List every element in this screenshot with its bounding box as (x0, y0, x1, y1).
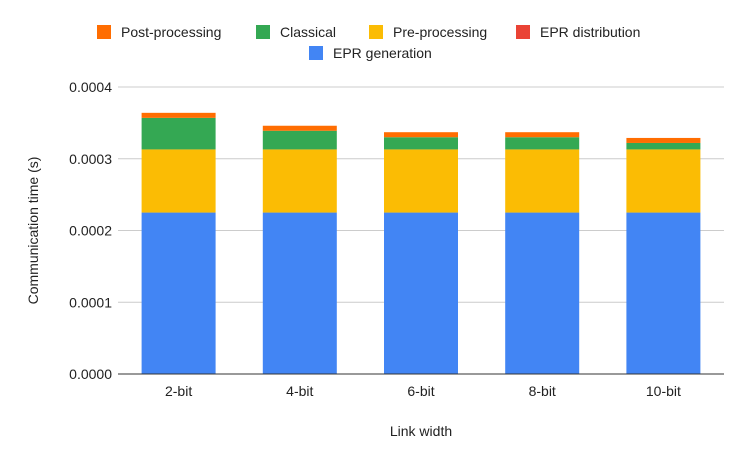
bar-segment-classical (384, 137, 458, 150)
x-tick-label: 10-bit (646, 383, 681, 399)
x-axis-ticks: 2-bit 4-bit 6-bit 8-bit 10-bit (165, 383, 681, 399)
bars (141, 112, 701, 374)
legend-swatch-post-processing (97, 25, 111, 39)
bar-segment-post-processing (626, 137, 701, 143)
legend-swatch-pre-processing (369, 25, 383, 39)
bar-segment-epr-generation (141, 212, 216, 374)
x-tick-label: 8-bit (529, 383, 556, 399)
legend-label-epr-distribution: EPR distribution (540, 24, 640, 40)
x-tick-label: 2-bit (165, 383, 192, 399)
legend-label-post-processing: Post-processing (121, 24, 221, 40)
legend-label-pre-processing: Pre-processing (393, 24, 487, 40)
y-axis-title: Communication time (s) (25, 157, 41, 305)
x-tick-label: 6-bit (407, 383, 434, 399)
bar-segment-pre-processing (626, 149, 701, 213)
y-tick-label: 0.0001 (69, 294, 112, 310)
bar-segment-epr-generation (384, 212, 458, 374)
bar-segment-post-processing (262, 125, 337, 131)
bar-segment-classical (626, 142, 701, 150)
bar-segment-pre-processing (384, 149, 458, 213)
legend-label-classical: Classical (280, 24, 336, 40)
bar-segment-post-processing (141, 112, 216, 118)
x-tick-label: 4-bit (286, 383, 313, 399)
y-tick-label: 0.0003 (69, 151, 112, 167)
legend-label-epr-generation: EPR generation (333, 45, 432, 61)
legend: Post-processing Classical Pre-processing EP… (97, 24, 640, 61)
bar-segment-epr-generation (626, 212, 701, 374)
legend-swatch-epr-generation (309, 46, 323, 60)
x-axis-title: Link width (390, 423, 452, 439)
y-tick-label: 0.0000 (69, 366, 112, 382)
bar-segment-pre-processing (141, 149, 216, 213)
bar-segment-post-processing (384, 132, 458, 138)
legend-swatch-epr-distribution (516, 25, 530, 39)
y-tick-label: 0.0002 (69, 223, 112, 239)
y-tick-label: 0.0004 (69, 79, 112, 95)
bar-segment-classical (141, 117, 216, 150)
bar-segment-epr-generation (262, 212, 337, 374)
bar-segment-epr-generation (505, 212, 580, 374)
bar-segment-post-processing (505, 132, 580, 138)
bar-segment-classical (505, 137, 580, 150)
y-axis-ticks: 0.0000 0.0001 0.0002 0.0003 0.0004 (69, 79, 112, 382)
bar-segment-pre-processing (262, 149, 337, 213)
bar-segment-pre-processing (505, 149, 580, 213)
bar-segment-classical (262, 130, 337, 150)
legend-swatch-classical (256, 25, 270, 39)
